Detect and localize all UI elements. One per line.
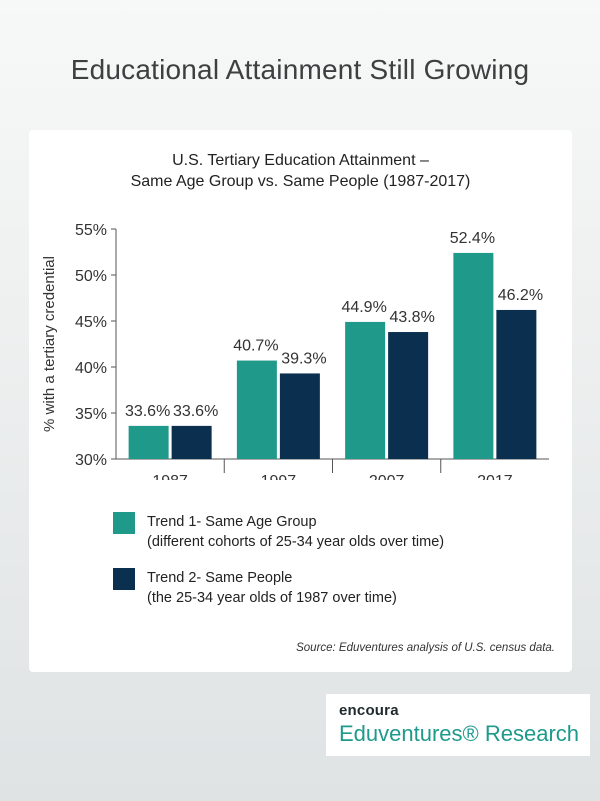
data-label: 39.3% xyxy=(281,350,326,367)
brand-logo: encoura Eduventures® Research xyxy=(326,694,590,756)
legend-swatch-trend-1 xyxy=(113,512,135,534)
y-tick-label: 30% xyxy=(75,452,107,469)
legend-label-trend-2: Trend 2- Same People xyxy=(147,570,293,586)
y-axis-label: % with a tertiary credential xyxy=(41,256,58,432)
data-label: 33.6% xyxy=(125,403,170,420)
brand-bottom-text: Eduventures® Research xyxy=(339,721,580,746)
bar-trend-2 xyxy=(496,309,537,459)
page-title: Educational Attainment Still Growing xyxy=(70,54,530,85)
bar-trend-2 xyxy=(171,425,212,459)
bar-trend-1 xyxy=(345,321,386,459)
data-label: 40.7% xyxy=(233,338,278,355)
data-label: 33.6% xyxy=(173,403,218,420)
chart-title-line-2: Same Age Group vs. Same People (1987-201… xyxy=(130,173,471,190)
data-label: 52.4% xyxy=(450,230,495,247)
legend-desc-trend-2: (the 25-34 year olds of 1987 over time) xyxy=(147,590,397,606)
y-tick-label: 55% xyxy=(75,222,107,239)
x-tick-label: 2017 xyxy=(477,473,513,480)
x-tick-label: 1987 xyxy=(152,473,188,480)
y-tick-label: 40% xyxy=(75,360,107,377)
brand-top-text: encoura xyxy=(339,702,399,719)
bar-trend-1 xyxy=(128,425,169,459)
legend-text-trend-2: Trend 2- Same People (the 25-34 year old… xyxy=(147,568,444,608)
legend-text-trend-1: Trend 1- Same Age Group (different cohor… xyxy=(147,512,444,552)
chart-title-line-1: U.S. Tertiary Education Attainment – xyxy=(172,152,429,169)
data-label: 43.8% xyxy=(389,309,434,326)
y-tick-label: 50% xyxy=(75,268,107,285)
data-label: 46.2% xyxy=(498,287,543,304)
bar-trend-1 xyxy=(236,360,277,459)
y-tick-label: 35% xyxy=(75,406,107,423)
bar-chart: 30% 35% 40% 45% 50% 55% % with a tertiary cred… xyxy=(41,222,549,480)
y-tick-label: 45% xyxy=(75,314,107,331)
legend-label-trend-1: Trend 1- Same Age Group xyxy=(147,514,317,530)
chart-card: U.S. Tertiary Education Attainment – Sam… xyxy=(29,130,572,672)
x-tick-label: 2007 xyxy=(369,473,405,480)
legend-item-trend-1: Trend 1- Same Age Group (different cohor… xyxy=(113,512,444,552)
legend-desc-trend-1: (different cohorts of 25-34 year olds ov… xyxy=(147,534,445,550)
data-label: 44.9% xyxy=(341,299,386,316)
bar-trend-1 xyxy=(453,252,494,459)
x-tick-label: 1997 xyxy=(261,473,297,480)
bar-trend-2 xyxy=(388,332,429,459)
legend: Trend 1- Same Age Group (different cohor… xyxy=(113,512,444,624)
bar-trend-2 xyxy=(279,373,320,459)
chart-title: U.S. Tertiary Education Attainment – Sam… xyxy=(29,150,572,192)
legend-swatch-trend-2 xyxy=(113,568,135,590)
legend-item-trend-2: Trend 2- Same People (the 25-34 year old… xyxy=(113,568,444,608)
source-note: Source: Eduventures analysis of U.S. cen… xyxy=(296,642,555,654)
